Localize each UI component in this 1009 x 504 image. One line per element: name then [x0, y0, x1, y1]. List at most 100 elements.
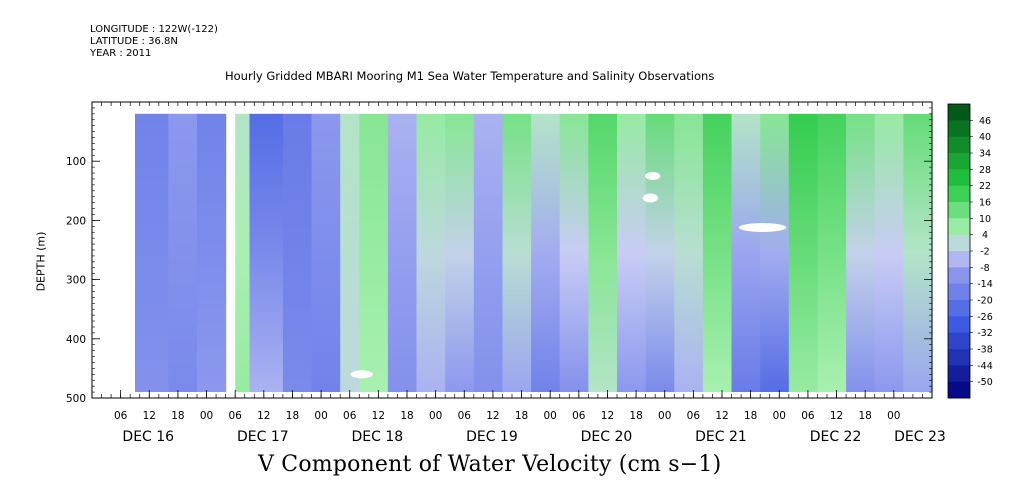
colorbar-swatch [948, 283, 970, 301]
x-date-label: DEC 20 [581, 429, 633, 445]
x-tick-label: 12 [372, 410, 385, 422]
heatmap-band [903, 113, 933, 393]
x-tick-label: 12 [486, 410, 499, 422]
heatmap-band [340, 113, 360, 393]
plot-area [135, 113, 933, 393]
heatmap-band [531, 113, 561, 393]
heatmap-band [282, 113, 313, 393]
colorbar-label: -20 [977, 296, 993, 307]
heatmap-band [559, 113, 589, 393]
colorbar-label: 16 [979, 198, 991, 209]
x-tick-label: 12 [143, 410, 156, 422]
chart-title: Hourly Gridded MBARI Mooring M1 Sea Wate… [225, 69, 715, 83]
y-tick-label: 300 [66, 275, 86, 287]
x-tick-label: 18 [171, 410, 184, 422]
heatmap-band [817, 113, 847, 393]
x-date-label: DEC 16 [122, 429, 174, 445]
heatmap-band [645, 113, 675, 393]
x-tick-label: 06 [801, 410, 815, 422]
colorbar-label: 34 [979, 149, 991, 160]
colorbar-swatch [948, 153, 970, 170]
heatmap-band [702, 113, 733, 393]
x-tick-label: 06 [343, 410, 357, 422]
heatmap-band [588, 113, 618, 393]
data-gap-patch [738, 223, 787, 232]
x-tick-label: 00 [773, 410, 786, 422]
heatmap-band [617, 113, 647, 393]
colorbar-label: -50 [977, 377, 993, 388]
colorbar-swatch [948, 332, 970, 350]
x-tick-label: 06 [687, 410, 701, 422]
x-tick-label: 18 [400, 410, 413, 422]
latitude-label: LATITUDE : 36.8N [90, 36, 178, 47]
heatmap-band [135, 113, 169, 393]
colorbar-swatch [948, 202, 970, 219]
heatmap-band [168, 113, 198, 393]
heatmap-band [788, 113, 818, 393]
x-date-label: DEC 22 [810, 429, 862, 445]
colorbar-label: -44 [977, 361, 993, 372]
x-tick-label: 18 [286, 410, 299, 422]
colorbar-label: 46 [979, 116, 991, 127]
x-tick-label: 12 [715, 410, 728, 422]
axes: 06 12 18 00 06 12 18 00 06 12 18 00 06 12 18 00 06 12 18 00… [66, 101, 946, 445]
x-tick-label: 00 [658, 410, 671, 422]
heatmap-band [445, 113, 475, 393]
colorbar-label: 22 [979, 181, 991, 192]
x-tick-label: 00 [543, 410, 556, 422]
colorbar-swatch [948, 267, 970, 285]
colorbar-label: 4 [982, 230, 988, 241]
colorbar-swatch [948, 349, 970, 366]
colorbar-swatch [948, 316, 970, 334]
x-date-label: DEC 19 [466, 429, 518, 445]
longitude-label: LONGITUDE : 122W(-122) [90, 24, 218, 35]
x-tick-label: 00 [200, 410, 213, 422]
y-tick-label: 500 [66, 393, 86, 405]
colorbar-label: -14 [977, 279, 993, 290]
colorbar-label: -38 [977, 345, 993, 356]
x-tick-label: 12 [830, 410, 843, 422]
colorbar: 46 40 34 28 22 16 10 4 -2 -8 -14 -20 -26 -32 -38 -44 -50 [947, 103, 993, 399]
colorbar-swatch [948, 234, 970, 252]
year-label: YEAR : 2011 [90, 48, 152, 59]
colorbar-swatch [948, 300, 970, 317]
colorbar-swatch [948, 136, 970, 154]
x-date-label: DEC 21 [695, 429, 747, 445]
colorbar-label: 28 [979, 165, 991, 176]
heatmap-band [473, 113, 503, 393]
colorbar-swatch [948, 381, 970, 399]
colorbar-swatch [948, 218, 970, 236]
y-tick-label: 100 [66, 156, 86, 168]
heatmap-band [387, 113, 418, 393]
x-tick-label: 12 [601, 410, 614, 422]
x-tick-label: 06 [228, 410, 242, 422]
data-gap-patch [350, 370, 373, 379]
heatmap-band [359, 113, 389, 393]
x-tick-label: 00 [314, 410, 327, 422]
colorbar-swatch [948, 120, 970, 138]
y-tick-label: 200 [66, 215, 86, 227]
x-tick-label: 18 [515, 410, 528, 422]
x-tick-label: 00 [429, 410, 442, 422]
heatmap-band [874, 113, 904, 393]
colorbar-label: -2 [980, 247, 989, 258]
colorbar-swatch [948, 169, 970, 187]
heatmap-band [674, 113, 704, 393]
heatmap-band [760, 113, 790, 393]
x-tick-label: 06 [458, 410, 472, 422]
colorbar-swatch [948, 104, 970, 121]
colorbar-label: 40 [979, 132, 991, 143]
x-date-label: DEC 18 [352, 429, 404, 445]
x-tick-label: 18 [744, 410, 757, 422]
x-tick-label: 06 [114, 410, 128, 422]
colorbar-swatch [948, 185, 970, 203]
x-date-label: DEC 17 [237, 429, 289, 445]
colorbar-label: -8 [980, 263, 989, 274]
x-date-label: DEC 23 [894, 429, 946, 445]
heatmap-band [311, 113, 341, 393]
colorbar-swatch [948, 365, 970, 383]
heatmap-band [235, 113, 251, 393]
data-gap-patch [645, 172, 661, 180]
colorbar-swatch [948, 251, 970, 268]
